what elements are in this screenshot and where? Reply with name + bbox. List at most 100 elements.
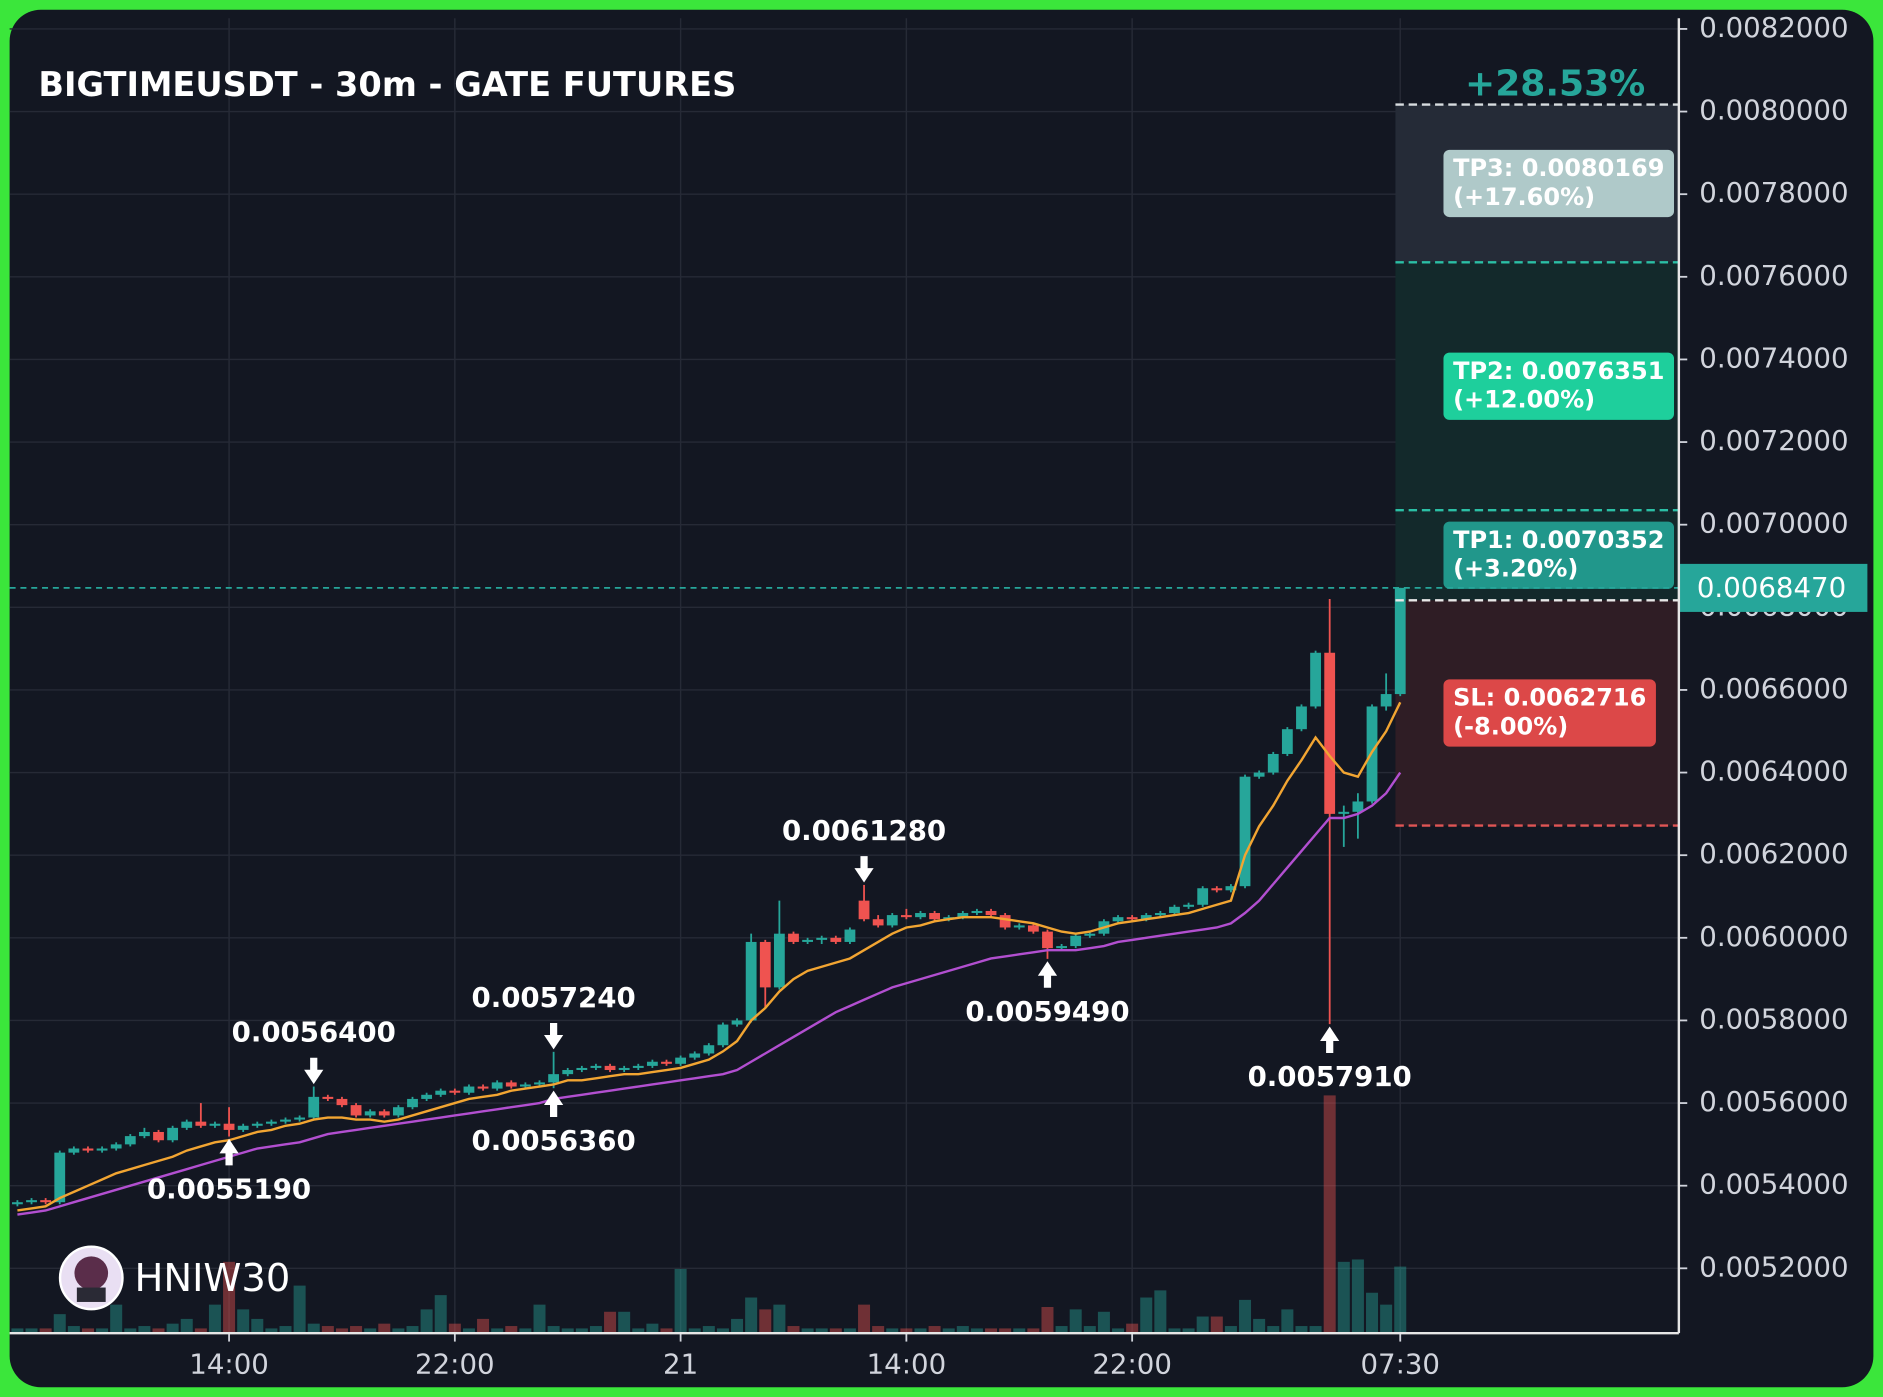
- candle-body: [999, 915, 1011, 928]
- candle-body: [1154, 913, 1166, 916]
- volume-bar: [801, 1328, 814, 1334]
- candle-body: [858, 900, 870, 920]
- candle-body: [773, 933, 785, 988]
- level-label: SL: 0.0062716(-8.00%): [1443, 679, 1656, 747]
- candle-body: [1380, 694, 1392, 707]
- volume-bar: [364, 1328, 377, 1334]
- volume-bar: [39, 1328, 52, 1334]
- volume-bar: [886, 1328, 899, 1334]
- volume-bar: [1069, 1309, 1082, 1334]
- volume-bar: [956, 1326, 969, 1334]
- volume-bar: [81, 1328, 94, 1334]
- x-tick-label: 21: [663, 1348, 698, 1381]
- annotation-arrow: [544, 1090, 564, 1118]
- candle-body: [519, 1084, 531, 1087]
- candle-body: [82, 1148, 94, 1151]
- candle-body: [1352, 801, 1364, 812]
- candle-body: [576, 1067, 588, 1071]
- candle-body: [40, 1200, 52, 1203]
- candle-body: [661, 1061, 672, 1064]
- level-label-change: (+12.00%): [1453, 386, 1595, 414]
- volume-bar: [1126, 1323, 1139, 1334]
- volume-bar: [96, 1328, 109, 1334]
- y-tick-label: 0.0064000: [1699, 755, 1848, 788]
- candle-body: [463, 1086, 475, 1093]
- candle-body: [181, 1121, 193, 1128]
- x-tick-label: 14:00: [867, 1348, 947, 1381]
- level-label-text: SL: 0.0062716: [1453, 684, 1646, 712]
- volume-bar: [970, 1328, 983, 1334]
- level-label-text: TP2: 0.0076351: [1453, 357, 1664, 385]
- candle-body: [717, 1024, 729, 1046]
- volume-bar: [505, 1326, 518, 1334]
- candle-body: [957, 913, 969, 918]
- volume-bar: [660, 1328, 673, 1334]
- volume-bar: [773, 1304, 786, 1334]
- volume-bar: [985, 1328, 998, 1334]
- candle-body: [816, 937, 828, 940]
- volume-bar: [688, 1328, 701, 1334]
- watermark-text: HNIW30: [135, 1256, 291, 1301]
- volume-bar: [1394, 1266, 1407, 1334]
- volume-bar: [1041, 1307, 1054, 1334]
- candle-body: [1211, 888, 1223, 891]
- volume-bar: [618, 1311, 631, 1334]
- candle-body: [830, 937, 842, 942]
- candle-body: [1338, 811, 1350, 814]
- y-tick-label: 0.0078000: [1699, 176, 1848, 209]
- y-tick-label: 0.0056000: [1699, 1085, 1848, 1118]
- candle-body: [280, 1119, 291, 1122]
- candle-body: [435, 1090, 447, 1095]
- volume-bar: [702, 1326, 715, 1334]
- volume-bar: [745, 1297, 758, 1334]
- volume-bar: [477, 1318, 490, 1334]
- candle-body: [392, 1107, 404, 1116]
- volume-bar: [25, 1328, 38, 1334]
- candle-body: [1084, 933, 1096, 936]
- candle-body: [1197, 888, 1209, 905]
- y-tick-label: 0.0074000: [1699, 341, 1848, 374]
- candle-body: [124, 1136, 136, 1145]
- volume-bar: [1239, 1299, 1252, 1334]
- candle-body: [1324, 652, 1336, 814]
- candle-body: [1253, 772, 1265, 777]
- volume-bar: [223, 1261, 236, 1334]
- level-label: TP3: 0.0080169(+17.60%): [1443, 149, 1675, 218]
- candle-body: [703, 1045, 715, 1054]
- candle-body: [223, 1123, 235, 1130]
- volume-bar: [1168, 1328, 1181, 1334]
- candle-body: [209, 1123, 221, 1126]
- y-tick-label: 0.0066000: [1699, 672, 1848, 705]
- volume-bar: [533, 1304, 546, 1334]
- level-label-box: [1443, 521, 1675, 589]
- volume-bar: [335, 1328, 348, 1334]
- volume-bar: [392, 1328, 405, 1334]
- y-tick-label: 0.0070000: [1699, 507, 1848, 540]
- annotation-label: 0.0057910: [1248, 1060, 1412, 1093]
- y-tick-label: 0.0062000: [1699, 837, 1848, 870]
- candle-body: [26, 1200, 37, 1203]
- candle-body: [449, 1090, 461, 1093]
- volume-bar: [575, 1328, 588, 1334]
- volume-bar: [67, 1326, 80, 1334]
- avatar-shirt: [76, 1287, 106, 1302]
- candle-body: [759, 941, 771, 988]
- candle-body: [1169, 906, 1180, 914]
- volume-bar: [1210, 1316, 1223, 1334]
- level-label-box: [1443, 149, 1675, 218]
- volume-bar: [1140, 1297, 1153, 1334]
- x-tick-label: 22:00: [1092, 1348, 1172, 1381]
- volume-bar: [110, 1304, 123, 1334]
- candle-body: [929, 913, 940, 920]
- candle-body: [802, 939, 814, 942]
- candle-body: [54, 1152, 66, 1203]
- y-tick-label: 0.0058000: [1699, 1002, 1848, 1035]
- candle-body: [505, 1082, 517, 1087]
- volume-bar: [1224, 1326, 1237, 1334]
- candle-body: [1126, 917, 1138, 920]
- volume-bar: [1027, 1328, 1040, 1334]
- volume-bar: [829, 1328, 842, 1334]
- candle-body: [195, 1121, 207, 1126]
- volume-bar: [1295, 1326, 1308, 1334]
- candle-body: [1056, 946, 1067, 949]
